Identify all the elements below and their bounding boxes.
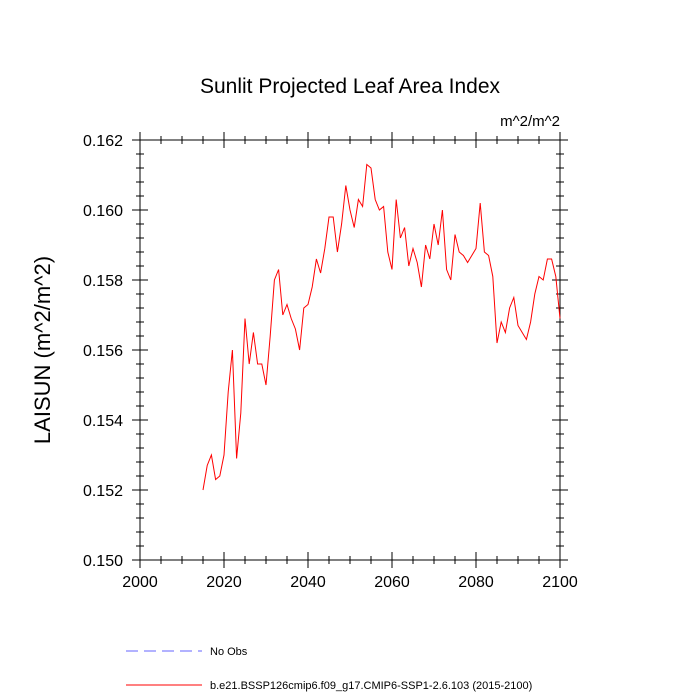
y-tick-label: 0.154	[83, 413, 123, 430]
plot-frame	[139, 139, 561, 561]
x-tick-label: 2020	[206, 574, 242, 591]
series-line	[202, 163, 561, 491]
series-layer	[202, 163, 561, 491]
x-tick-label: 2100	[542, 574, 578, 591]
y-tick-label: 0.162	[83, 133, 123, 150]
x-tick-label: 2060	[374, 574, 410, 591]
x-tick-label: 2000	[122, 574, 158, 591]
y-tick-label: 0.150	[83, 553, 123, 570]
axes: 2000 2020 2040 2060 2080 2100 0.150 0.152 0.154 0…	[83, 132, 578, 591]
x-tick-label: 2080	[458, 574, 494, 591]
y-tick-label: 0.152	[83, 483, 123, 500]
y-tick-label: 0.156	[83, 343, 123, 360]
legend: No Obs b.e21.BSSP126cmip6.f09_g17.CMIP6-S…	[126, 646, 532, 692]
units-label: m^2/m^2	[500, 113, 560, 130]
legend-label: No Obs	[210, 646, 248, 658]
legend-label: b.e21.BSSP126cmip6.f09_g17.CMIP6-SSP1-2.…	[210, 680, 532, 692]
chart-title: Sunlit Projected Leaf Area Index	[200, 75, 501, 98]
y-axis-label: LAISUN (m^2/m^2)	[30, 256, 55, 444]
y-tick-label: 0.158	[83, 273, 123, 290]
y-tick-label: 0.160	[83, 203, 123, 220]
x-tick-label: 2040	[290, 574, 326, 591]
